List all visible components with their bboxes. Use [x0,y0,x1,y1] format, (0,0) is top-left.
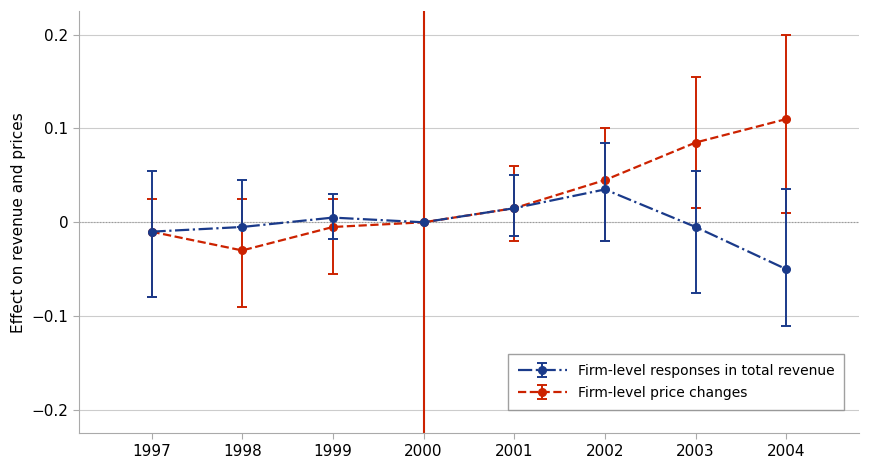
Y-axis label: Effect on revenue and prices: Effect on revenue and prices [11,112,26,333]
Legend: Firm-level responses in total revenue, Firm-level price changes: Firm-level responses in total revenue, F… [507,354,843,410]
